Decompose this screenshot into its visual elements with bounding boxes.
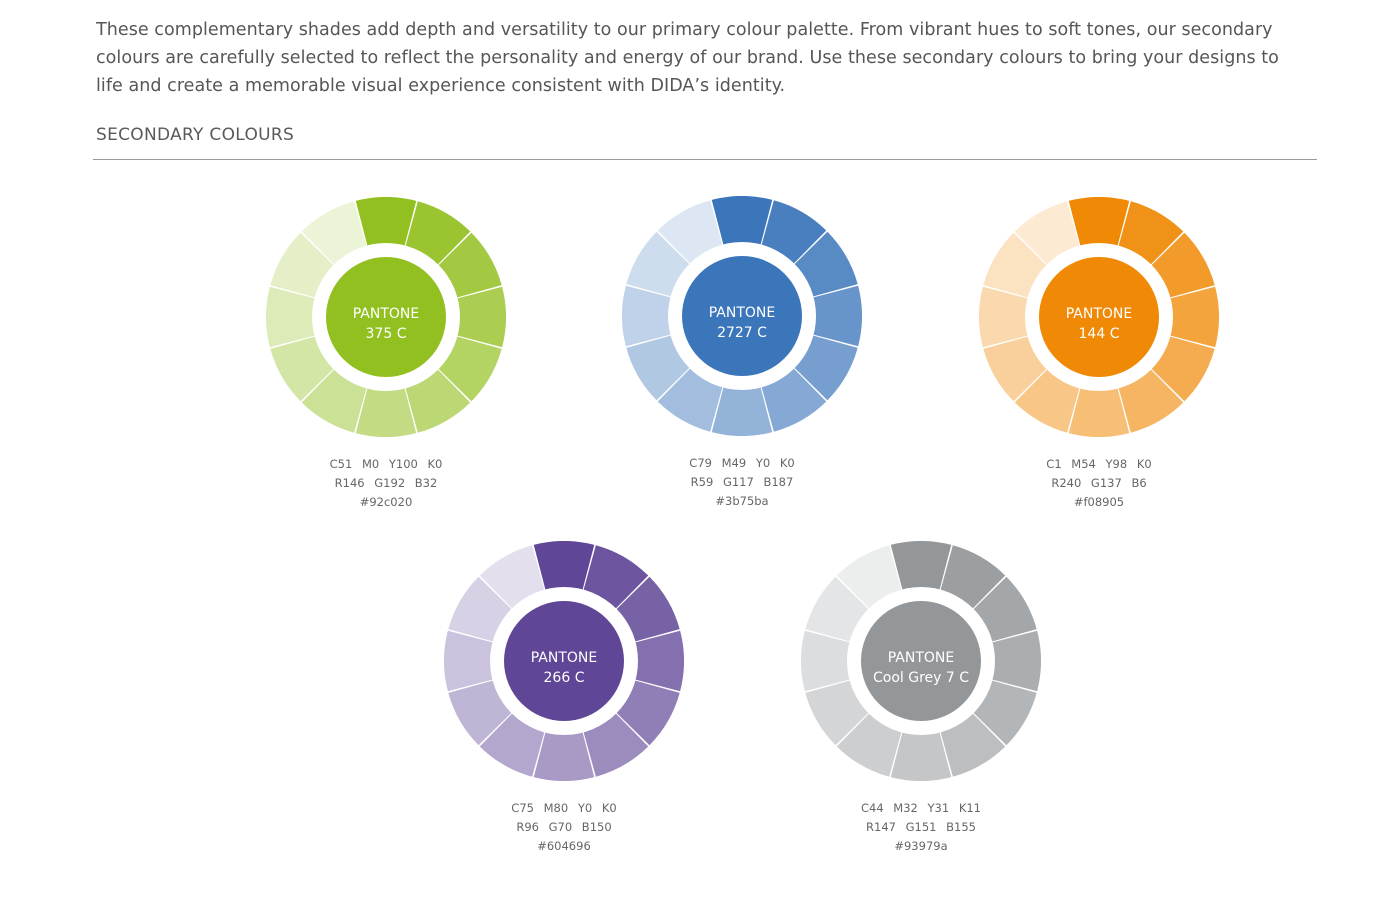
tint-segment	[890, 541, 952, 603]
hex-value: #f08905	[1073, 495, 1125, 509]
colour-wheel: PANTONE 266 C	[444, 541, 684, 781]
tint-segment	[622, 285, 684, 347]
rgb-value: R147 G151 B155	[866, 820, 976, 834]
cmyk-value: C51 M0 Y100 K0	[329, 457, 443, 471]
tint-segment	[622, 630, 684, 692]
pantone-label: PANTONE	[531, 650, 598, 666]
tint-segment	[355, 375, 417, 437]
colour-codes: C44 M32 Y31 K11 R147 G151 B155 #93979a	[791, 799, 1051, 856]
colour-wheel-svg: PANTONE Cool Grey 7 C	[801, 541, 1041, 781]
cmyk-value: C44 M32 Y31 K11	[860, 801, 982, 815]
pantone-label: PANTONE	[709, 305, 776, 321]
section-title: SECONDARY COLOURS	[96, 125, 295, 145]
swatch-orange: PANTONE 144 C C1 M54 Y98 K0 R240 G137 B6…	[969, 197, 1229, 512]
tint-segment	[800, 285, 862, 347]
tint-segment	[444, 286, 506, 348]
swatch-grey: PANTONE Cool Grey 7 C C44 M32 Y31 K11 R1…	[791, 541, 1051, 856]
tint-segment	[355, 197, 417, 259]
tint-segment	[979, 286, 1041, 348]
tint-segment	[801, 630, 863, 692]
colour-wheel-svg: PANTONE 375 C	[266, 197, 506, 437]
tint-segment	[1068, 375, 1130, 437]
colour-codes: C75 M80 Y0 K0 R96 G70 B150 #604696	[434, 799, 694, 856]
tint-segment	[444, 630, 506, 692]
primary-colour-circle	[861, 601, 981, 721]
swatch-purple: PANTONE 266 C C75 M80 Y0 K0 R96 G70 B150…	[434, 541, 694, 856]
primary-colour-circle	[326, 257, 446, 377]
colour-codes: C51 M0 Y100 K0 R146 G192 B32 #92c020	[256, 455, 516, 512]
cmyk-value: C79 M49 Y0 K0	[689, 456, 795, 470]
colour-wheel-svg: PANTONE 144 C	[979, 197, 1219, 437]
swatch-green: PANTONE 375 C C51 M0 Y100 K0 R146 G192 B…	[256, 197, 516, 512]
hex-value: #93979a	[894, 839, 948, 853]
primary-colour-circle	[1039, 257, 1159, 377]
intro-paragraph: These complementary shades add depth and…	[96, 20, 1279, 96]
rgb-value: R146 G192 B32	[334, 476, 438, 490]
pantone-name: 266 C	[544, 670, 585, 686]
tint-segment	[711, 196, 773, 258]
colour-codes: C79 M49 Y0 K0 R59 G117 B187 #3b75ba	[612, 454, 872, 511]
pantone-label: PANTONE	[353, 306, 420, 322]
tint-segment	[533, 719, 595, 781]
primary-colour-circle	[682, 256, 802, 376]
swatch-blue: PANTONE 2727 C C79 M49 Y0 K0 R59 G117 B1…	[612, 196, 872, 511]
colour-wheel: PANTONE 375 C	[266, 197, 506, 437]
colour-wheel: PANTONE Cool Grey 7 C	[801, 541, 1041, 781]
tint-segment	[979, 630, 1041, 692]
rgb-value: R240 G137 B6	[1051, 476, 1147, 490]
cmyk-value: C75 M80 Y0 K0	[511, 801, 617, 815]
colour-wheel-svg: PANTONE 266 C	[444, 541, 684, 781]
pantone-label: PANTONE	[1066, 306, 1133, 322]
tint-segment	[266, 286, 328, 348]
colour-codes: C1 M54 Y98 K0 R240 G137 B6 #f08905	[969, 455, 1229, 512]
hex-value: #92c020	[359, 495, 413, 509]
pantone-name: Cool Grey 7 C	[873, 670, 969, 686]
rgb-value: R59 G117 B187	[690, 475, 794, 489]
tint-segment	[1068, 197, 1130, 259]
cmyk-value: C1 M54 Y98 K0	[1046, 457, 1152, 471]
colour-wheel: PANTONE 2727 C	[622, 196, 862, 436]
pantone-name: 144 C	[1079, 326, 1120, 342]
primary-colour-circle	[504, 601, 624, 721]
tint-segment	[533, 541, 595, 603]
hex-value: #3b75ba	[715, 494, 769, 508]
section-divider	[93, 159, 1317, 160]
colour-wheel: PANTONE 144 C	[979, 197, 1219, 437]
colour-wheel-svg: PANTONE 2727 C	[622, 196, 862, 436]
pantone-name: 375 C	[366, 326, 407, 342]
pantone-label: PANTONE	[888, 650, 955, 666]
tint-segment	[890, 719, 952, 781]
rgb-value: R96 G70 B150	[516, 820, 612, 834]
pantone-name: 2727 C	[717, 325, 767, 341]
tint-segment	[711, 374, 773, 436]
hex-value: #604696	[537, 839, 591, 853]
tint-segment	[1157, 286, 1219, 348]
